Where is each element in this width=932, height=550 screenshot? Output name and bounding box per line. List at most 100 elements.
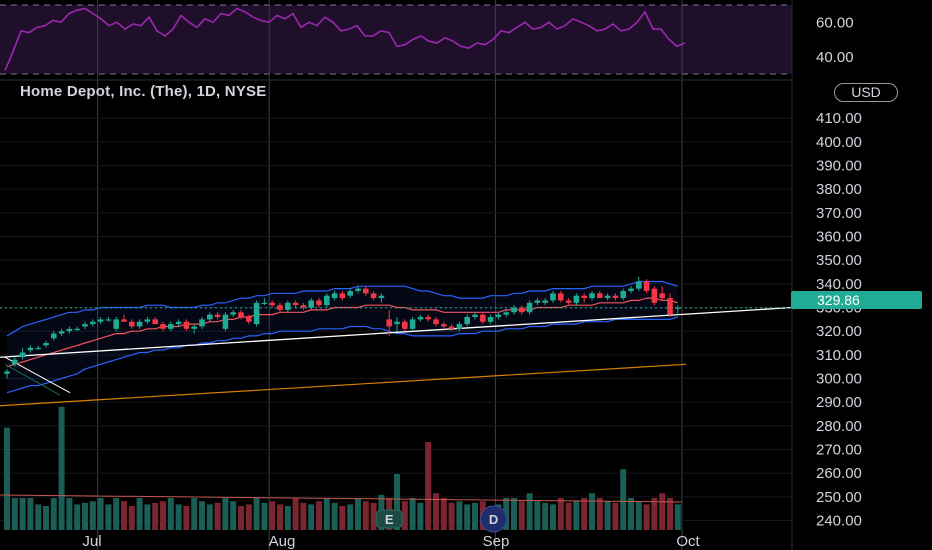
volume-bar <box>589 493 595 530</box>
volume-bar <box>651 498 658 530</box>
candle-body <box>105 319 112 321</box>
bollinger-basis <box>6 297 678 368</box>
candle-body <box>503 312 509 315</box>
volume-bar <box>316 501 322 530</box>
volume-bar <box>152 502 159 530</box>
candle-body <box>261 302 268 304</box>
volume-bar <box>136 498 143 530</box>
candle-body <box>394 321 400 325</box>
candle-body <box>604 295 611 299</box>
price-tick-label: 250.00 <box>816 489 862 506</box>
candle-body <box>43 343 49 346</box>
candle-body <box>526 302 533 313</box>
candle-body <box>347 290 353 296</box>
candle-body <box>4 371 10 374</box>
candle-body <box>581 295 587 299</box>
bollinger-lower <box>6 316 678 394</box>
volume-bar <box>433 493 439 530</box>
volume-bar <box>238 506 244 530</box>
earnings-marker: E <box>375 509 403 529</box>
volume-bar <box>370 502 377 530</box>
candle-body <box>19 352 26 358</box>
volume-bar <box>11 498 18 530</box>
candle-body <box>331 293 338 299</box>
candle-body <box>573 295 580 303</box>
candle-body <box>144 319 151 322</box>
volume-bar <box>526 493 533 530</box>
volume-bar <box>50 498 57 530</box>
volume-bar <box>401 501 408 530</box>
volume-bar <box>89 501 96 530</box>
volume-bar <box>362 501 369 530</box>
chart-title: Home Depot, Inc. (The), 1D, NYSE <box>20 83 267 100</box>
volume-average-line <box>0 494 682 503</box>
candle-body <box>363 288 369 294</box>
candle-body <box>378 295 385 299</box>
currency-selector[interactable]: USD <box>834 83 898 102</box>
volume-bar <box>74 504 81 530</box>
volume-bar <box>245 504 252 530</box>
candle-body <box>550 293 556 301</box>
candle-body <box>74 328 80 331</box>
candle-body <box>160 324 166 329</box>
trendline <box>0 306 793 358</box>
volume-bar <box>214 502 221 530</box>
candle-body <box>441 324 447 327</box>
price-tick-label: 390.00 <box>816 158 862 175</box>
rsi-tick-label: 60.00 <box>816 14 854 31</box>
ma200-line <box>0 363 687 407</box>
volume-bar <box>175 504 182 530</box>
drawing-line <box>4 363 61 396</box>
candle-body <box>519 307 525 313</box>
candle-body <box>651 288 658 303</box>
volume-bar <box>292 498 299 530</box>
candle-body <box>534 300 541 303</box>
candle-body <box>129 321 135 327</box>
candle-body <box>402 321 408 329</box>
volume-bar <box>206 504 213 530</box>
volume-bar <box>542 502 549 530</box>
candle-body <box>542 300 548 303</box>
volume-bar <box>596 498 603 530</box>
candle-body <box>269 302 275 306</box>
candle-body <box>66 328 73 332</box>
volume-bar <box>253 498 260 530</box>
candle-body <box>253 302 260 325</box>
candle-body <box>308 300 314 308</box>
volume-bar <box>105 504 112 530</box>
candle-body <box>472 314 478 317</box>
volume-bar <box>581 498 588 530</box>
volume-bar <box>503 498 510 530</box>
price-tick-label: 320.00 <box>816 323 862 340</box>
candle-body <box>277 305 283 310</box>
volume-bar <box>183 506 190 530</box>
candle-body <box>480 314 486 322</box>
candle-body <box>495 314 502 317</box>
candle-body <box>511 307 517 313</box>
candle-body <box>58 331 65 334</box>
volume-bar <box>19 498 26 530</box>
price-tick-label: 240.00 <box>816 513 862 530</box>
candle-body <box>659 293 665 299</box>
candle-body <box>417 317 424 320</box>
volume-bar <box>128 506 135 530</box>
rsi-band <box>0 5 792 74</box>
candle-body <box>121 319 127 322</box>
volume-bar <box>511 498 517 530</box>
candle-body <box>238 312 244 317</box>
candle-body <box>222 314 229 329</box>
candle-body <box>386 319 392 327</box>
candle-body <box>324 295 330 306</box>
rsi-tick-label: 40.00 <box>816 49 854 66</box>
candle-body <box>597 293 603 299</box>
volume-bar <box>121 501 127 530</box>
price-tick-label: 380.00 <box>816 181 862 198</box>
candle-body <box>27 347 34 351</box>
volume-bar <box>300 502 307 530</box>
volume-bar <box>167 498 174 530</box>
candle-body <box>113 319 119 329</box>
candle-body <box>425 317 431 320</box>
volume-bar <box>339 506 346 530</box>
x-tick-label: Jul <box>82 533 101 550</box>
